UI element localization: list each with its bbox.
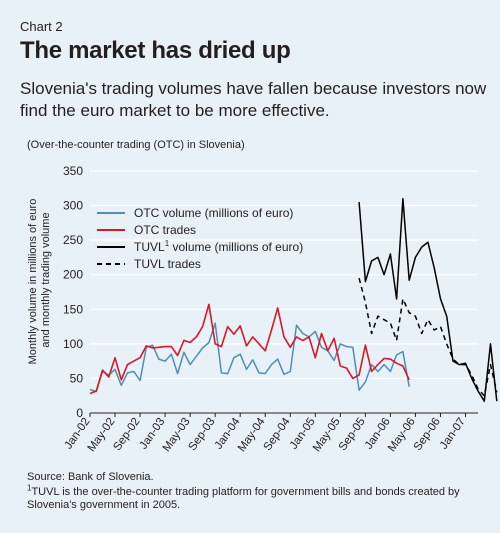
source-note: Source: Bank of Slovenia. bbox=[27, 471, 154, 483]
y-tick-label: 50 bbox=[70, 371, 84, 385]
y-tick-label: 150 bbox=[63, 302, 83, 316]
footnote-text: TUVL is the over-the-counter trading pla… bbox=[27, 486, 460, 511]
footnote: 1TUVL is the over-the-counter trading pl… bbox=[27, 483, 487, 512]
y-axis-label-line-2: and monthly trading volume bbox=[40, 212, 52, 347]
x-tick-label: Sep-02 bbox=[111, 416, 142, 453]
y-axis: 0 50 100 150 200 250 300 350 bbox=[63, 164, 83, 420]
chart-number: Chart 2 bbox=[20, 19, 63, 34]
y-tick-label: 200 bbox=[63, 268, 83, 282]
legend-label-otc_trades: OTC trades bbox=[134, 223, 196, 237]
footnote-marker: 1 bbox=[27, 483, 32, 493]
series-lines bbox=[89, 197, 498, 402]
x-tick-label: Jan-07 bbox=[438, 416, 468, 452]
series-line-tuvl_trades bbox=[358, 278, 498, 397]
x-tick-label: Sep-04 bbox=[262, 415, 293, 453]
x-axis: Jan-02May-02Sep-02Jan-03May-03Sep-03Jan-… bbox=[62, 412, 478, 454]
chart-title: The market has dried up bbox=[20, 37, 291, 64]
x-tick-label: Sep-06 bbox=[412, 416, 443, 453]
chart-context-note: (Over-the-counter trading (OTC) in Slove… bbox=[27, 139, 245, 151]
y-tick-label: 250 bbox=[63, 233, 83, 247]
y-tick-label: 0 bbox=[76, 406, 83, 420]
legend-label-tuvl_volume: TUVL1 volume (millions of euro) bbox=[134, 239, 303, 254]
y-tick-label: 350 bbox=[63, 164, 83, 178]
chart-subtitle: Slovenia's trading volumes have fallen b… bbox=[20, 79, 487, 120]
x-tick-label: Sep-05 bbox=[337, 416, 368, 453]
x-tick-label: Sep-03 bbox=[187, 416, 218, 453]
series-line-otc_trades bbox=[89, 303, 410, 395]
legend-label-tuvl_trades: TUVL trades bbox=[134, 257, 201, 271]
y-axis-label: Monthly volume in millions of euro and m… bbox=[27, 196, 52, 365]
y-axis-label-line-1: Monthly volume in millions of euro bbox=[27, 199, 39, 365]
line-chart: 0 50 100 150 200 250 300 350 Jan-02May-02Sep-02… bbox=[27, 164, 498, 454]
y-tick-label: 100 bbox=[63, 337, 83, 351]
series-line-otc_volume bbox=[89, 322, 410, 393]
legend: OTC volume (millions of euro) OTC trades T… bbox=[97, 206, 303, 271]
legend-label-otc_volume: OTC volume (millions of euro) bbox=[134, 206, 293, 220]
y-tick-label: 300 bbox=[63, 199, 83, 213]
series-line-tuvl_volume bbox=[358, 197, 498, 402]
